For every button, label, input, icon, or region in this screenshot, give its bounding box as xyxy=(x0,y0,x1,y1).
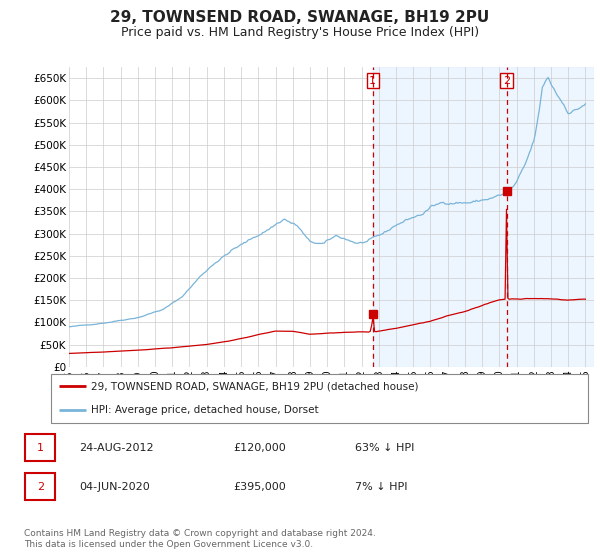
Text: 29, TOWNSEND ROAD, SWANAGE, BH19 2PU (detached house): 29, TOWNSEND ROAD, SWANAGE, BH19 2PU (de… xyxy=(91,381,419,391)
Text: Contains HM Land Registry data © Crown copyright and database right 2024.
This d: Contains HM Land Registry data © Crown c… xyxy=(24,529,376,549)
Text: Price paid vs. HM Land Registry's House Price Index (HPI): Price paid vs. HM Land Registry's House … xyxy=(121,26,479,39)
Text: 63% ↓ HPI: 63% ↓ HPI xyxy=(355,443,415,453)
Bar xyxy=(373,67,594,367)
Text: 7% ↓ HPI: 7% ↓ HPI xyxy=(355,482,408,492)
Text: 2: 2 xyxy=(503,76,510,86)
Text: HPI: Average price, detached house, Dorset: HPI: Average price, detached house, Dors… xyxy=(91,405,319,415)
Text: 1: 1 xyxy=(37,443,44,453)
Text: 04-JUN-2020: 04-JUN-2020 xyxy=(79,482,150,492)
Text: 29, TOWNSEND ROAD, SWANAGE, BH19 2PU: 29, TOWNSEND ROAD, SWANAGE, BH19 2PU xyxy=(110,10,490,25)
Text: 1: 1 xyxy=(370,76,376,86)
Text: £395,000: £395,000 xyxy=(234,482,287,492)
Text: £120,000: £120,000 xyxy=(234,443,287,453)
FancyBboxPatch shape xyxy=(51,374,588,423)
Text: 24-AUG-2012: 24-AUG-2012 xyxy=(79,443,154,453)
FancyBboxPatch shape xyxy=(25,473,55,500)
FancyBboxPatch shape xyxy=(25,435,55,461)
Text: 2: 2 xyxy=(37,482,44,492)
